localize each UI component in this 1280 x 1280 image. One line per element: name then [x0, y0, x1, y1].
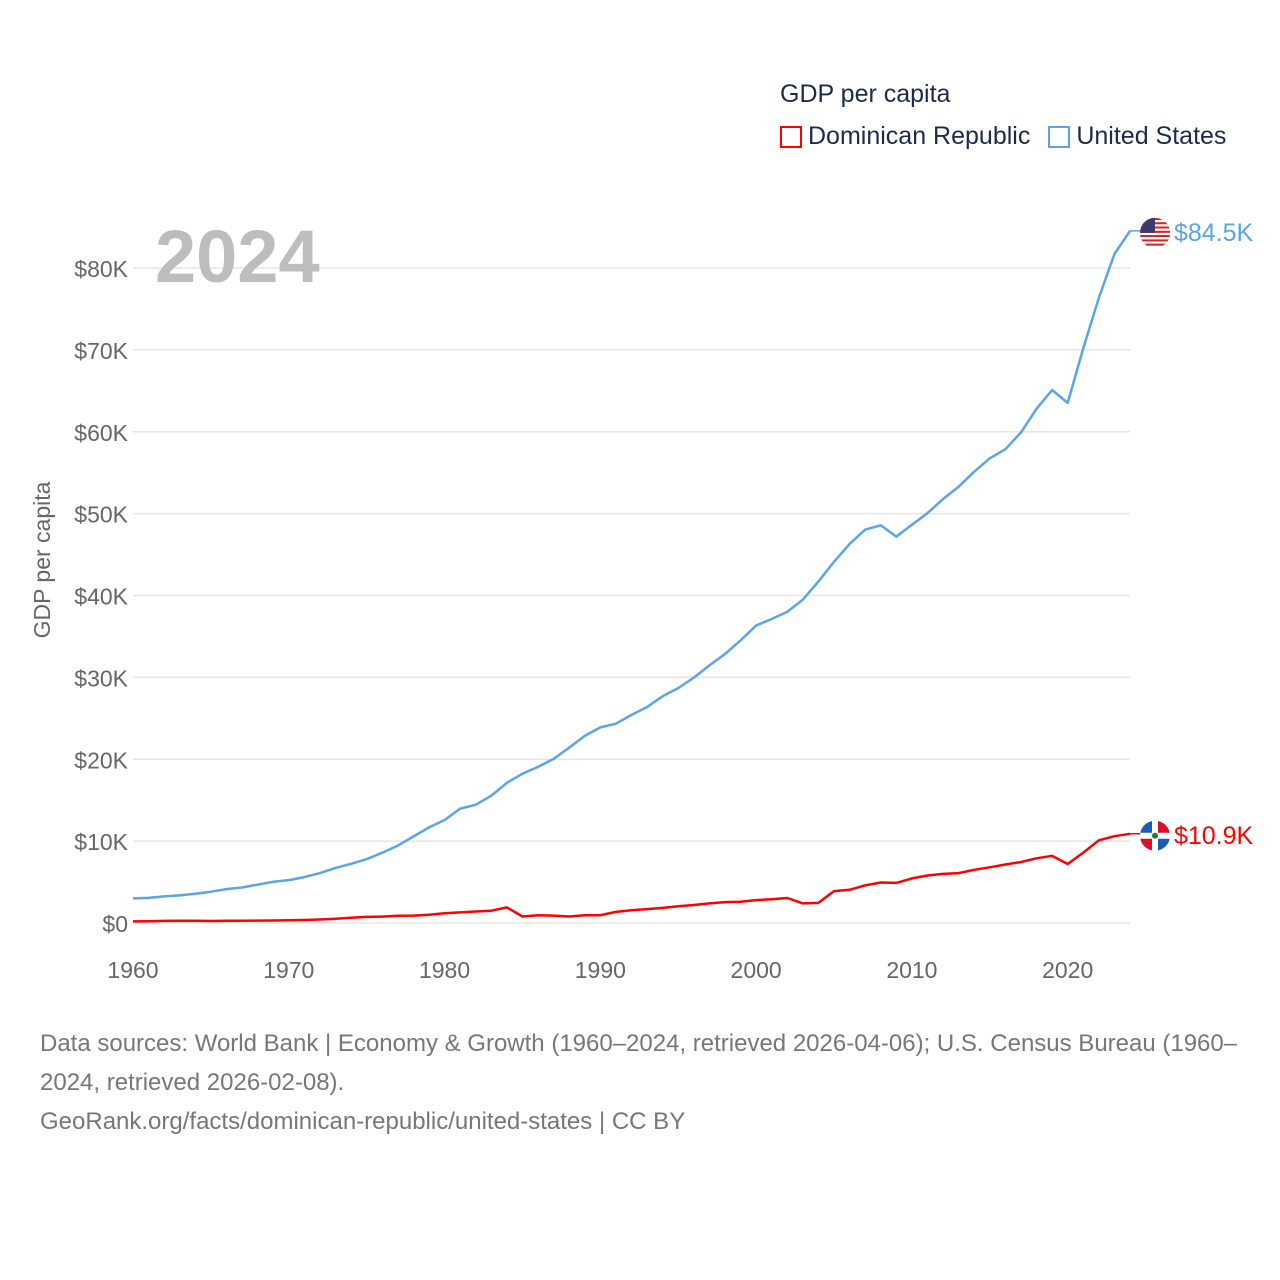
y-tick-label: $50K — [74, 502, 128, 528]
x-tick-label: 1990 — [575, 957, 626, 983]
y-axis-title: GDP per capita — [29, 481, 55, 638]
y-tick-label: $0 — [102, 911, 128, 937]
y-tick-label: $70K — [74, 338, 128, 364]
legend-label: United States — [1076, 122, 1227, 150]
x-tick-label: 1960 — [107, 957, 158, 983]
y-tick-label: $80K — [74, 256, 128, 282]
x-tick-label: 2020 — [1042, 957, 1093, 983]
source-note: Data sources: World Bank | Economy & Gro… — [40, 1024, 1250, 1141]
year-watermark: 2024 — [155, 215, 320, 298]
x-tick-label: 2010 — [886, 957, 937, 983]
y-tick-label: $30K — [74, 665, 128, 691]
legend-title: GDP per capita — [780, 80, 951, 108]
end-value-label: $84.5K — [1174, 219, 1254, 247]
source-link[interactable]: GeoRank.org/facts/dominican-republic/uni… — [40, 1108, 686, 1135]
do-flag-icon — [1140, 820, 1170, 851]
x-tick-label: 1970 — [263, 957, 314, 983]
series-line-dominican-republic — [132, 832, 1131, 923]
legend-swatch-dominican-republic — [780, 125, 802, 148]
legend-swatch-united-states — [1048, 125, 1071, 148]
us-flag-icon — [1140, 217, 1170, 248]
legend: Dominican Republic United States — [780, 122, 1226, 151]
y-tick-label: $20K — [74, 747, 128, 773]
y-tick-label: $40K — [74, 584, 128, 610]
end-value-label: $10.9K — [1174, 822, 1254, 850]
legend-item-united-states[interactable]: United States — [1048, 122, 1226, 151]
series-line-united-states — [132, 230, 1132, 900]
legend-label: Dominican Republic — [808, 122, 1031, 150]
x-tick-label: 2000 — [731, 957, 782, 983]
y-tick-label: $10K — [74, 829, 128, 855]
x-tick-label: 1980 — [419, 957, 470, 983]
source-line: Data sources: World Bank | Economy & Gro… — [40, 1030, 1238, 1096]
legend-item-dominican-republic[interactable]: Dominican Republic — [780, 122, 1030, 151]
line-chart: $0 $10K $20K $30K $40K $50K $60K $70K $80K 1960 19… — [29, 215, 1254, 983]
y-tick-label: $60K — [74, 420, 128, 446]
